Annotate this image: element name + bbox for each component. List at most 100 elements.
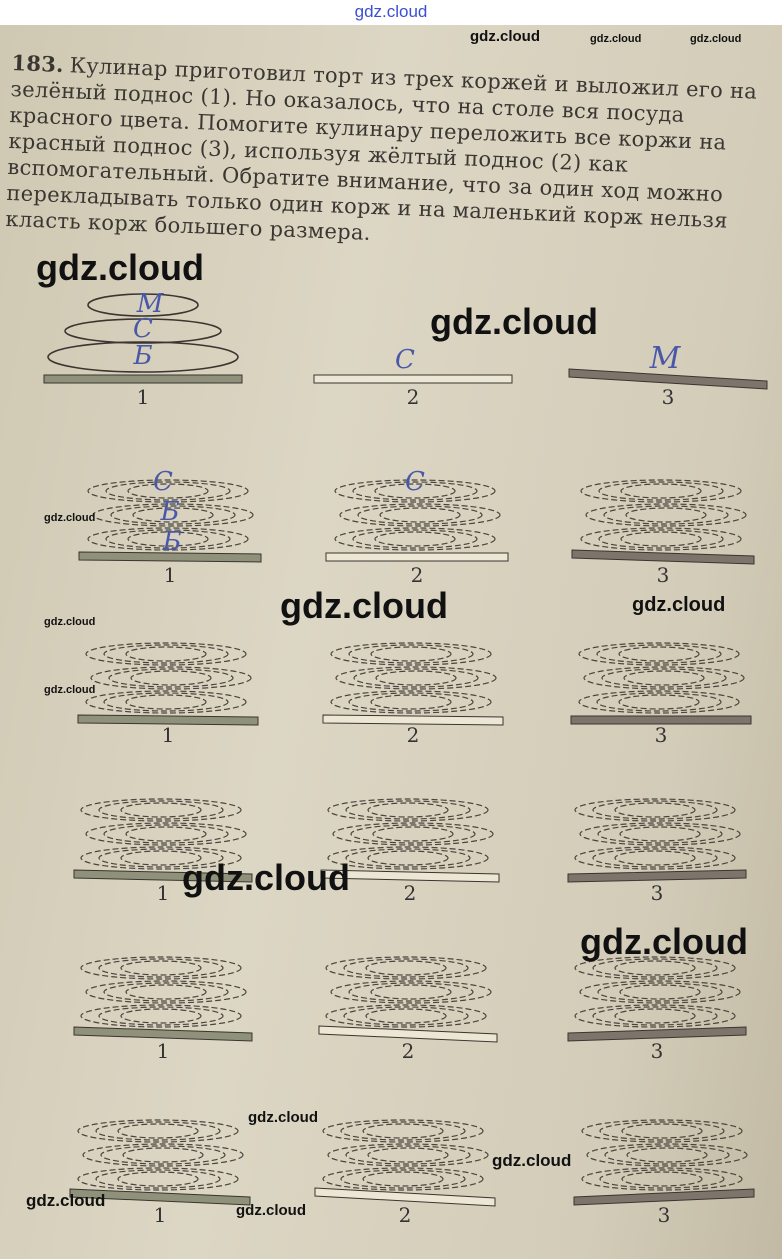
cake-outline xyxy=(619,984,701,1000)
cake-outline xyxy=(578,642,740,666)
tray-2-row-5: 2 xyxy=(318,956,498,1063)
cake-outline xyxy=(348,692,474,712)
cake-outline xyxy=(80,846,242,870)
cake-outline xyxy=(350,824,476,844)
cake-outline xyxy=(574,846,736,870)
cake-outline xyxy=(339,503,501,527)
handwritten-letter: С xyxy=(405,467,425,497)
cake-outline xyxy=(330,642,492,666)
cake-outline xyxy=(579,822,741,846)
cake-outline xyxy=(365,960,447,976)
cake-outline xyxy=(122,1147,204,1163)
tray-3-row-2: 3 xyxy=(571,479,755,587)
handwritten-letter: Б xyxy=(161,527,181,557)
cake-outline xyxy=(625,507,707,523)
cake-outline xyxy=(614,960,696,976)
tray xyxy=(567,869,747,883)
tray-label: 3 xyxy=(651,1039,664,1063)
cake-outline xyxy=(80,956,242,980)
tray xyxy=(573,1188,755,1206)
tray-label: 1 xyxy=(157,1039,170,1063)
cake-outline xyxy=(614,850,696,866)
cake-outline xyxy=(367,802,449,818)
tray-2-row-2: 2 xyxy=(325,479,509,587)
watermark: gdz.cloud xyxy=(280,585,448,626)
cake-outline xyxy=(614,1008,696,1024)
cake-outline xyxy=(87,479,249,503)
cake-outline xyxy=(343,1006,469,1026)
cake-outline xyxy=(120,1008,202,1024)
cake-outline xyxy=(103,644,229,664)
cake-outline xyxy=(367,850,449,866)
tray xyxy=(568,368,768,390)
cake-outline xyxy=(586,1143,748,1167)
tray-1-row-5: 1 xyxy=(73,956,253,1063)
tray-1-row-6: 1 xyxy=(69,1119,251,1227)
tray-1-row-3: 1 xyxy=(77,642,259,747)
cake-outline xyxy=(125,984,207,1000)
tray-2-row-4: 2 xyxy=(320,798,500,905)
tray xyxy=(77,714,259,726)
handwritten-letter: Б xyxy=(159,497,179,527)
cake-outline xyxy=(580,527,742,551)
tray-label: 1 xyxy=(162,723,175,747)
cake-outline xyxy=(325,956,487,980)
tray-3-row-6: 3 xyxy=(573,1119,755,1227)
watermark: gdz.cloud xyxy=(632,594,726,616)
cake-outline xyxy=(103,824,229,844)
cake-outline xyxy=(574,1004,736,1028)
cake-outline xyxy=(623,670,705,686)
tray-label: 2 xyxy=(407,723,420,747)
tray-label: 3 xyxy=(658,1203,671,1227)
handwritten-letter: С xyxy=(395,345,415,375)
tray xyxy=(73,869,253,883)
tray-1-row-1: 1 xyxy=(43,293,243,409)
cake-outline xyxy=(77,1119,239,1143)
textbook-page xyxy=(0,25,782,1259)
tray-2-row-1: 2 xyxy=(313,374,513,409)
cake-outline xyxy=(127,483,209,499)
watermark: gdz.cloud xyxy=(580,921,748,962)
cake-outline xyxy=(621,1123,703,1139)
cake-outline xyxy=(132,507,214,523)
tray xyxy=(570,715,752,725)
cake-outline xyxy=(598,529,724,549)
tray-label: 3 xyxy=(651,881,664,905)
cake-outline xyxy=(103,692,229,712)
cake-outline xyxy=(596,644,722,664)
cake-outline xyxy=(583,666,745,690)
cake-outline xyxy=(585,503,747,527)
cake-outline xyxy=(87,527,249,551)
cake-outline xyxy=(365,1008,447,1024)
cake-outline xyxy=(620,483,702,499)
cake-outline xyxy=(592,958,718,978)
cake-outline xyxy=(120,960,202,976)
cake-outline xyxy=(125,646,207,662)
cake-outline xyxy=(352,481,478,501)
tray-label: 1 xyxy=(164,563,177,587)
handwritten-letter: С xyxy=(153,467,173,497)
watermark: gdz.cloud xyxy=(248,1109,318,1126)
cake-outline xyxy=(581,1119,743,1143)
cake-outline xyxy=(597,982,723,1002)
cake-outline xyxy=(332,822,494,846)
tray xyxy=(43,374,243,384)
cake-outline xyxy=(618,646,700,662)
tray xyxy=(78,551,262,563)
tray xyxy=(571,549,755,565)
cake-outline xyxy=(362,1123,444,1139)
watermark: gdz.cloud xyxy=(492,1151,572,1170)
site-logo[interactable]: gdz.cloud xyxy=(354,2,428,21)
cake-outline xyxy=(578,690,740,714)
cake-outline xyxy=(379,507,461,523)
watermark: gdz.cloud xyxy=(470,28,540,45)
cake-outline xyxy=(367,1147,449,1163)
cake-outline xyxy=(353,668,479,688)
cake-outline xyxy=(110,505,236,525)
tray-label: 3 xyxy=(662,385,675,409)
cake-outline xyxy=(343,958,469,978)
cake-outline xyxy=(599,1169,725,1189)
cake-outline xyxy=(92,503,254,527)
watermark: gdz.cloud xyxy=(36,247,204,288)
